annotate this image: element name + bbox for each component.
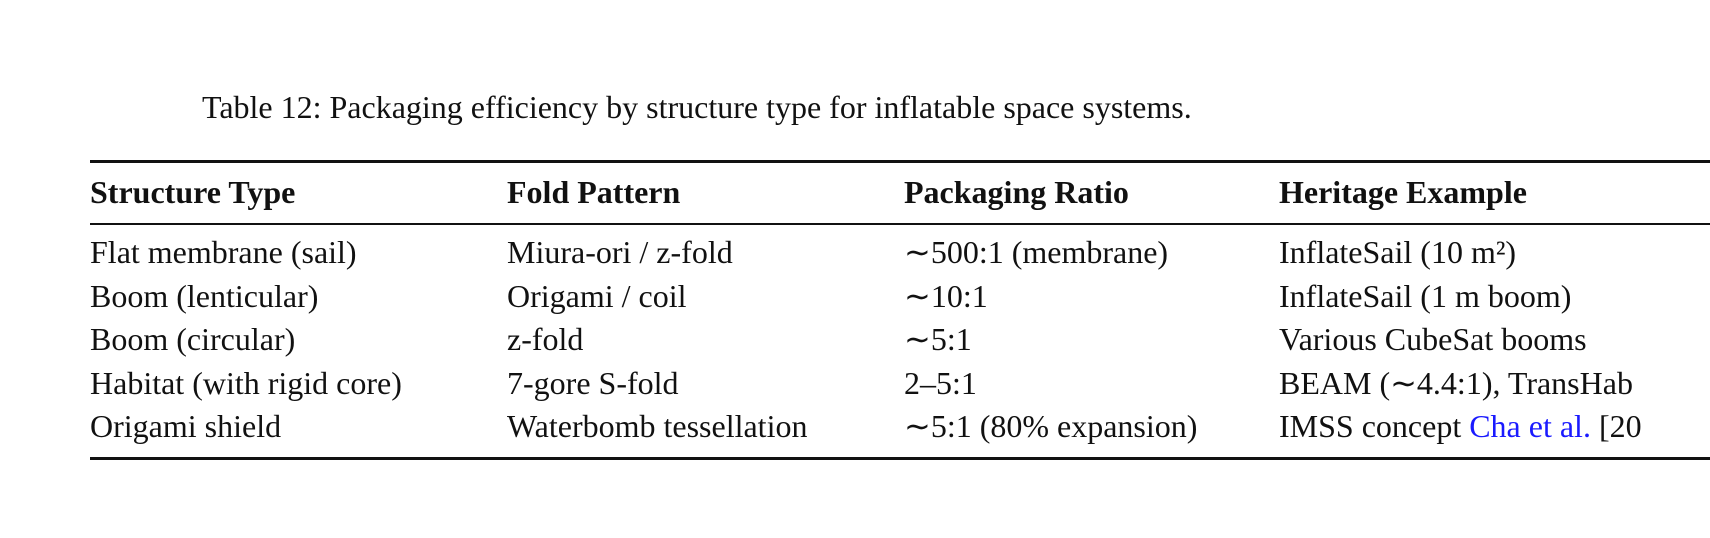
table-cell: ∼500:1 (membrane) — [904, 234, 1169, 270]
citation-ref: [20 — [1598, 408, 1642, 444]
cell-text: IMSS concept — [1279, 408, 1462, 444]
table-cell: InflateSail (10 m²) — [1279, 234, 1517, 270]
table-cell: ∼10:1 — [904, 277, 988, 314]
table-cell: 2–5:1 — [904, 364, 977, 401]
header-cell: Fold Pattern — [507, 174, 681, 210]
mid-rule — [90, 223, 1710, 225]
table-cell: Waterbomb tessellation — [507, 408, 808, 444]
table-cell: InflateSail (1 m boom) — [1279, 277, 1572, 314]
table-caption: Table 12: Packaging efficiency by struct… — [202, 89, 1192, 125]
table-cell: IMSS concept Cha et al. [20 — [1279, 408, 1642, 444]
table-cell: Habitat (with rigid core) — [90, 364, 402, 401]
header-cell: Structure Type — [90, 174, 296, 210]
table-cell: Origami / coil — [507, 277, 687, 314]
table-cell: z-fold — [507, 321, 584, 357]
table-cell: ∼5:1 — [904, 321, 972, 357]
table-cell: Origami shield — [90, 408, 282, 444]
top-rule — [90, 160, 1710, 163]
table-cell: ∼5:1 (80% expansion) — [904, 408, 1198, 444]
table-cell: Boom (circular) — [90, 321, 296, 357]
header-cell: Packaging Ratio — [904, 174, 1129, 210]
table-cell: Flat membrane (sail) — [90, 234, 357, 270]
header-cell: Heritage Example — [1279, 174, 1527, 210]
citation-link: Cha et al. — [1469, 408, 1591, 444]
table-cell: 7-gore S-fold — [507, 364, 679, 401]
table-cell: Boom (lenticular) — [90, 277, 319, 314]
table-cell: BEAM (∼4.4:1), TransHab — [1279, 364, 1633, 401]
table-cell: Miura-ori / z-fold — [507, 234, 733, 270]
bottom-rule — [90, 457, 1710, 460]
table-cell: Various CubeSat booms — [1279, 321, 1587, 357]
